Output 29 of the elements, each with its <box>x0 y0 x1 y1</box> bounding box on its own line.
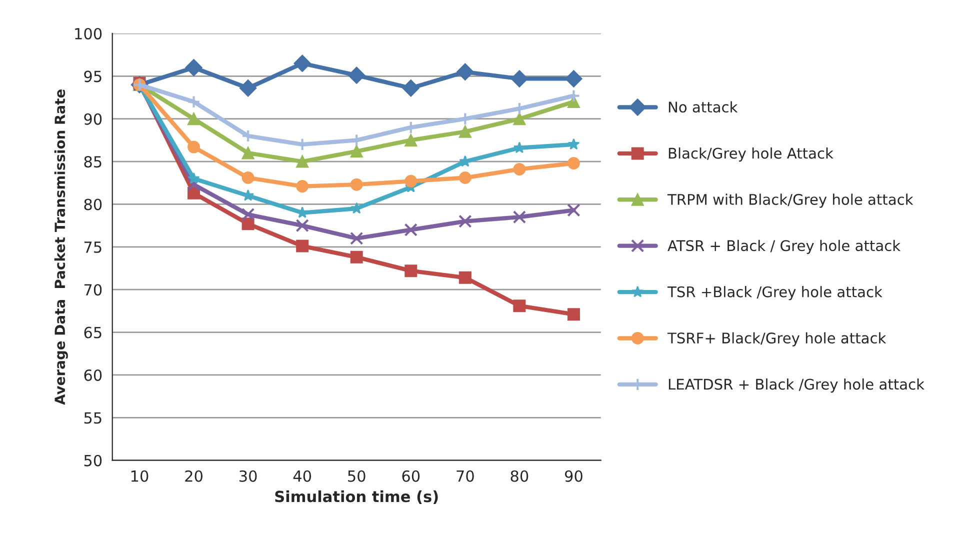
y-tick-label: 75 <box>84 242 102 253</box>
legend-label: No attack <box>668 101 738 113</box>
legend-label: TSR +Black /Grey hole attack <box>667 286 882 300</box>
y-tick-label: 65 <box>84 326 102 338</box>
x-tick-label: 50 <box>348 470 366 482</box>
x-tick-label: 40 <box>293 470 312 482</box>
y-tick-label: 60 <box>84 369 102 381</box>
legend-label: TSRF+ Black/Grey hole attack <box>667 332 886 346</box>
y-tick-label: 100 <box>75 28 102 40</box>
y-tick-label: 95 <box>84 70 102 82</box>
y-tick-label: 70 <box>84 284 102 296</box>
x-tick-label: 80 <box>510 470 528 482</box>
y-tick-label: 50 <box>84 454 102 466</box>
y-tick-label: 80 <box>84 198 102 210</box>
y-tick-label: 90 <box>84 113 102 125</box>
x-tick-label: 60 <box>402 470 420 482</box>
x-tick-label: 30 <box>239 470 257 482</box>
y-tick-label: 55 <box>84 412 102 424</box>
legend-label: Black/Grey hole Attack <box>668 147 834 162</box>
x-axis-title: Simulation time (s) <box>275 490 438 504</box>
x-tick-label: 20 <box>185 470 202 482</box>
y-axis-title: Average Data Packet Transmission Rate <box>54 90 68 405</box>
x-tick-label: 70 <box>456 470 474 482</box>
legend-label: LEATDSR + Black /Grey hole attack <box>668 378 924 393</box>
y-tick-label: 85 <box>84 156 102 168</box>
legend-label: TRPM with Black/Grey hole attack <box>667 194 914 208</box>
legend-label: ATSR + Black / Grey hole attack <box>668 240 901 254</box>
x-tick-label: 10 <box>131 470 148 482</box>
x-tick-label: 90 <box>564 470 582 482</box>
